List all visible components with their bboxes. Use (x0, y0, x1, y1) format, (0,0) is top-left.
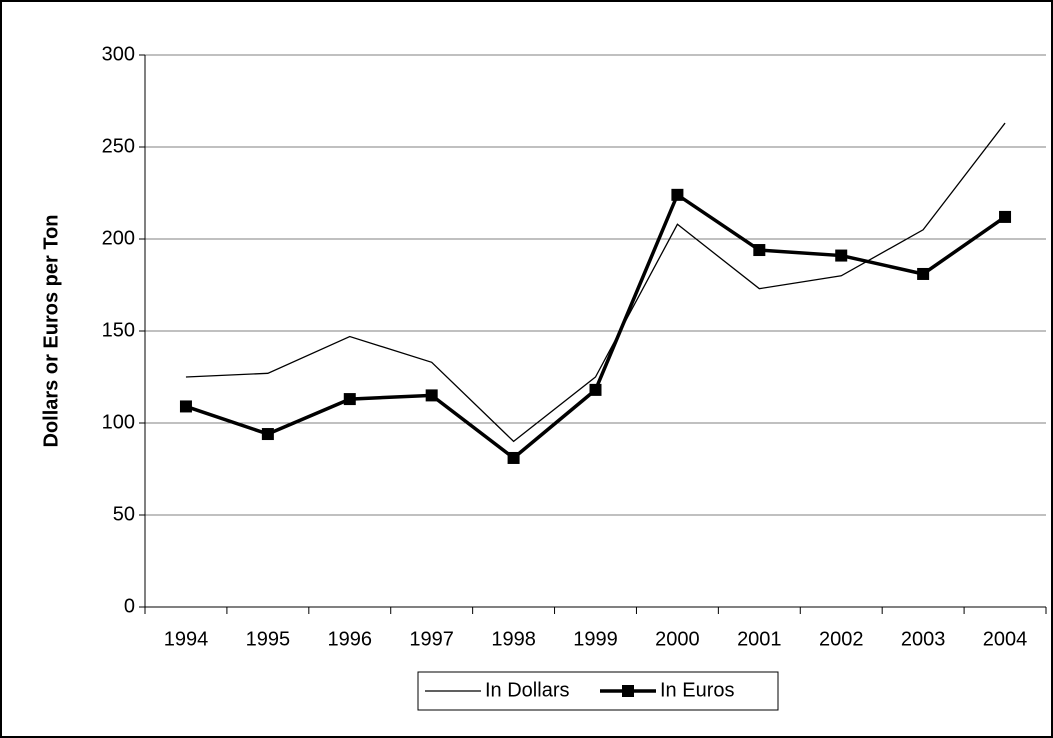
y-tick-label: 300 (102, 43, 135, 65)
point-marker (507, 451, 520, 464)
y-tick-label: 200 (102, 227, 135, 249)
legend-marker (622, 685, 634, 697)
y-tick-label: 100 (102, 411, 135, 433)
y-tick-label: 150 (102, 319, 135, 341)
point-marker (261, 428, 274, 441)
x-tick-label: 1997 (409, 628, 454, 650)
point-marker (425, 389, 438, 402)
legend-label: In Dollars (485, 679, 569, 701)
y-axis-label: Dollars or Euros per Ton (40, 215, 62, 448)
x-tick-label: 1994 (164, 628, 209, 650)
x-tick-label: 1999 (573, 628, 618, 650)
x-tick-label: 1998 (491, 628, 536, 650)
point-marker (671, 188, 684, 201)
point-marker (999, 210, 1012, 223)
y-tick-label: 50 (113, 503, 135, 525)
y-tick-label: 250 (102, 135, 135, 157)
x-tick-label: 2000 (655, 628, 700, 650)
x-tick-label: 1996 (328, 628, 373, 650)
legend-label: In Euros (660, 679, 734, 701)
x-tick-label: 2004 (983, 628, 1028, 650)
point-marker (835, 249, 848, 262)
point-marker (589, 383, 602, 396)
x-tick-label: 2001 (737, 628, 782, 650)
point-marker (917, 267, 930, 280)
x-tick-label: 2002 (819, 628, 864, 650)
x-tick-label: 1995 (246, 628, 291, 650)
point-marker (343, 393, 356, 406)
x-tick-label: 2003 (901, 628, 946, 650)
point-marker (179, 400, 192, 413)
y-tick-label: 0 (124, 595, 135, 617)
point-marker (753, 244, 766, 257)
